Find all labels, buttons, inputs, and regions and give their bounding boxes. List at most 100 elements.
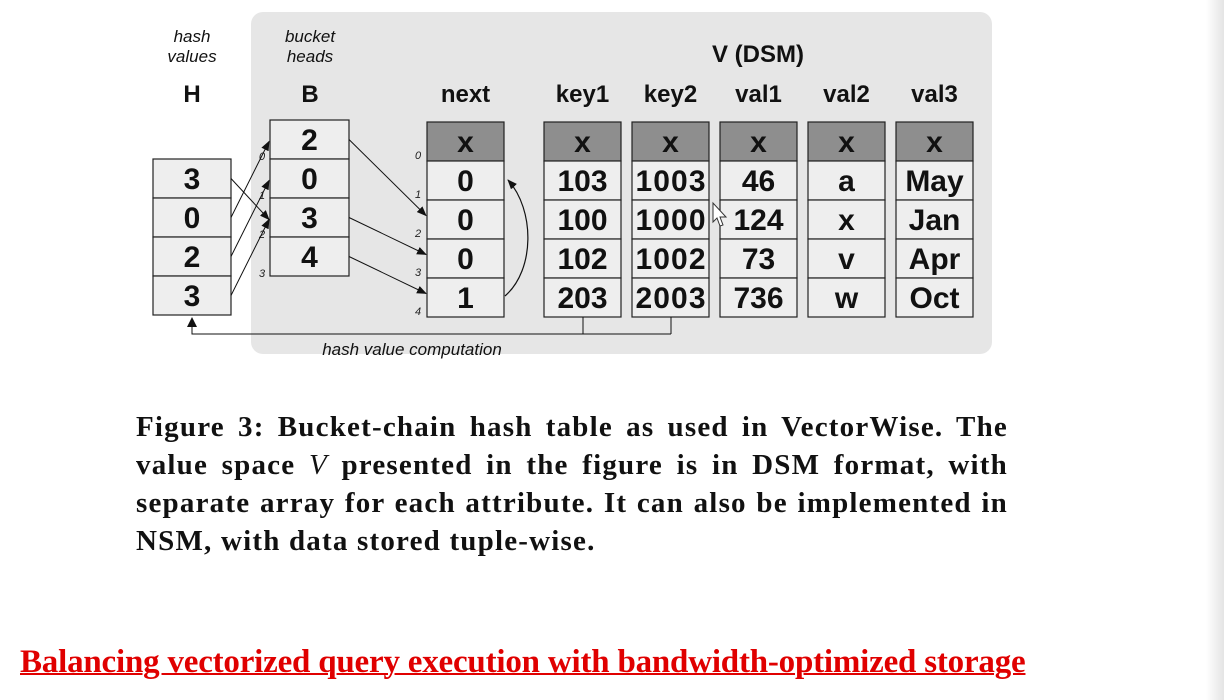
b-to-next-arrow (348, 256, 427, 294)
dsm-cell-value: x (662, 126, 679, 159)
v-dsm-title: V (DSM) (712, 41, 804, 68)
b-cell-value: 3 (301, 202, 318, 235)
dsm-cell-value: 102 (557, 243, 607, 276)
h-to-b-arrow (230, 140, 270, 218)
next-index-label: 3 (415, 267, 422, 279)
dsm-cell (807, 277, 886, 318)
dsm-cell (895, 277, 974, 318)
bucket-heads-label-line2: heads (287, 47, 334, 66)
slide-footer-title: Balancing vectorized query execution wit… (20, 644, 1026, 680)
dsm-cell-value: 2003 (636, 282, 706, 315)
hash-values-label-line1: hash (174, 27, 211, 46)
dsm-cell-value: x (838, 126, 855, 159)
next-index-label: 2 (414, 228, 421, 240)
h-to-b-arrow (230, 179, 270, 257)
dsm-cell (719, 121, 798, 162)
dsm-cell (895, 121, 974, 162)
hash-computation-label: hash value computation (322, 340, 502, 359)
b-index-label: 0 (259, 151, 266, 163)
dsm-cell-value: 0 (457, 204, 474, 237)
h-cell (152, 236, 232, 277)
b-title: B (301, 81, 318, 108)
next-index-label: 0 (415, 150, 422, 162)
dsm-cell-value: x (457, 126, 474, 159)
h-cell-value: 3 (184, 280, 201, 313)
hash-values-label-line2: values (167, 47, 217, 66)
dsm-cell-value: x (926, 126, 943, 159)
h-cell-value: 2 (184, 241, 201, 274)
dsm-cell-value: 0 (457, 243, 474, 276)
dsm-cell (719, 277, 798, 318)
edge-shadow (1206, 0, 1224, 700)
dsm-cell-value: 1000 (636, 204, 706, 237)
h-to-b-arrow (230, 178, 270, 221)
dsm-cell-value: Oct (909, 282, 959, 315)
dsm-cell-value: 736 (733, 282, 783, 315)
b-to-next-arrow (348, 217, 427, 255)
h-cell-value: 0 (184, 202, 201, 235)
dsm-cell (895, 160, 974, 201)
caption-prefix: Figure 3: Bucket-chain hash table as use… (136, 411, 1008, 481)
dsm-cell-value: Jan (909, 204, 961, 237)
dsm-cell (631, 238, 710, 279)
b-cell-value: 0 (301, 163, 318, 196)
mouse-cursor-icon (712, 201, 728, 227)
h-cell (152, 158, 232, 199)
column-header-key2: key2 (644, 81, 697, 108)
dsm-cell (543, 160, 622, 201)
dsm-cell-value: 203 (557, 282, 607, 315)
dsm-cell-value: 0 (457, 165, 474, 198)
dsm-cell (426, 199, 505, 240)
dsm-cell (807, 160, 886, 201)
dsm-cell-value: 103 (557, 165, 607, 198)
dsm-cell-value: 100 (557, 204, 607, 237)
chain-arrow (504, 179, 529, 297)
dsm-cell-value: x (574, 126, 591, 159)
dsm-cell (426, 277, 505, 318)
dsm-cell-value: a (838, 165, 855, 198)
column-header-val2: val2 (823, 81, 870, 108)
h-to-b-arrow (230, 218, 270, 296)
dsm-cell (543, 277, 622, 318)
hash-computation-arrowhead (187, 317, 197, 327)
b-cell (269, 236, 350, 277)
b-index-label: 1 (259, 190, 265, 202)
dsm-cell-value: 124 (733, 204, 783, 237)
dsm-cell-value: Apr (909, 243, 961, 276)
dsm-cell-value: 1003 (636, 165, 706, 198)
dsm-cell-value: x (838, 204, 855, 237)
dsm-cell-value: w (834, 282, 859, 315)
dsm-cell-value: x (750, 126, 767, 159)
h-cell (152, 275, 232, 316)
dsm-cell-value: May (905, 165, 964, 198)
dsm-cell-value: 1 (457, 282, 474, 315)
dsm-cell (719, 238, 798, 279)
dsm-cell-value: 73 (742, 243, 775, 276)
caption-variable: V (308, 449, 328, 481)
next-index-label: 1 (415, 189, 421, 201)
column-header-key1: key1 (556, 81, 609, 108)
b-cell (269, 158, 350, 199)
dsm-cell (631, 199, 710, 240)
b-cell-value: 2 (301, 124, 318, 157)
next-index-label: 4 (415, 306, 421, 318)
column-header-next: next (441, 81, 490, 108)
b-index-label: 3 (259, 268, 266, 280)
caption-suffix: presented in the figure is in DSM format… (136, 449, 1008, 557)
dsm-cell-value: 1002 (636, 243, 706, 276)
figure-caption: Figure 3: Bucket-chain hash table as use… (136, 408, 1008, 560)
dsm-cell (426, 238, 505, 279)
dsm-cell (895, 199, 974, 240)
h-cell-value: 3 (184, 163, 201, 196)
hash-computation-bracket (191, 317, 672, 335)
column-header-val1: val1 (735, 81, 782, 108)
dsm-cell (895, 238, 974, 279)
h-title: H (183, 81, 200, 108)
dsm-cell (426, 121, 505, 162)
b-to-next-arrow (348, 139, 427, 217)
dsm-cell-value: 46 (742, 165, 775, 198)
dsm-cell (631, 121, 710, 162)
dsm-cell (543, 238, 622, 279)
dsm-cell (543, 199, 622, 240)
